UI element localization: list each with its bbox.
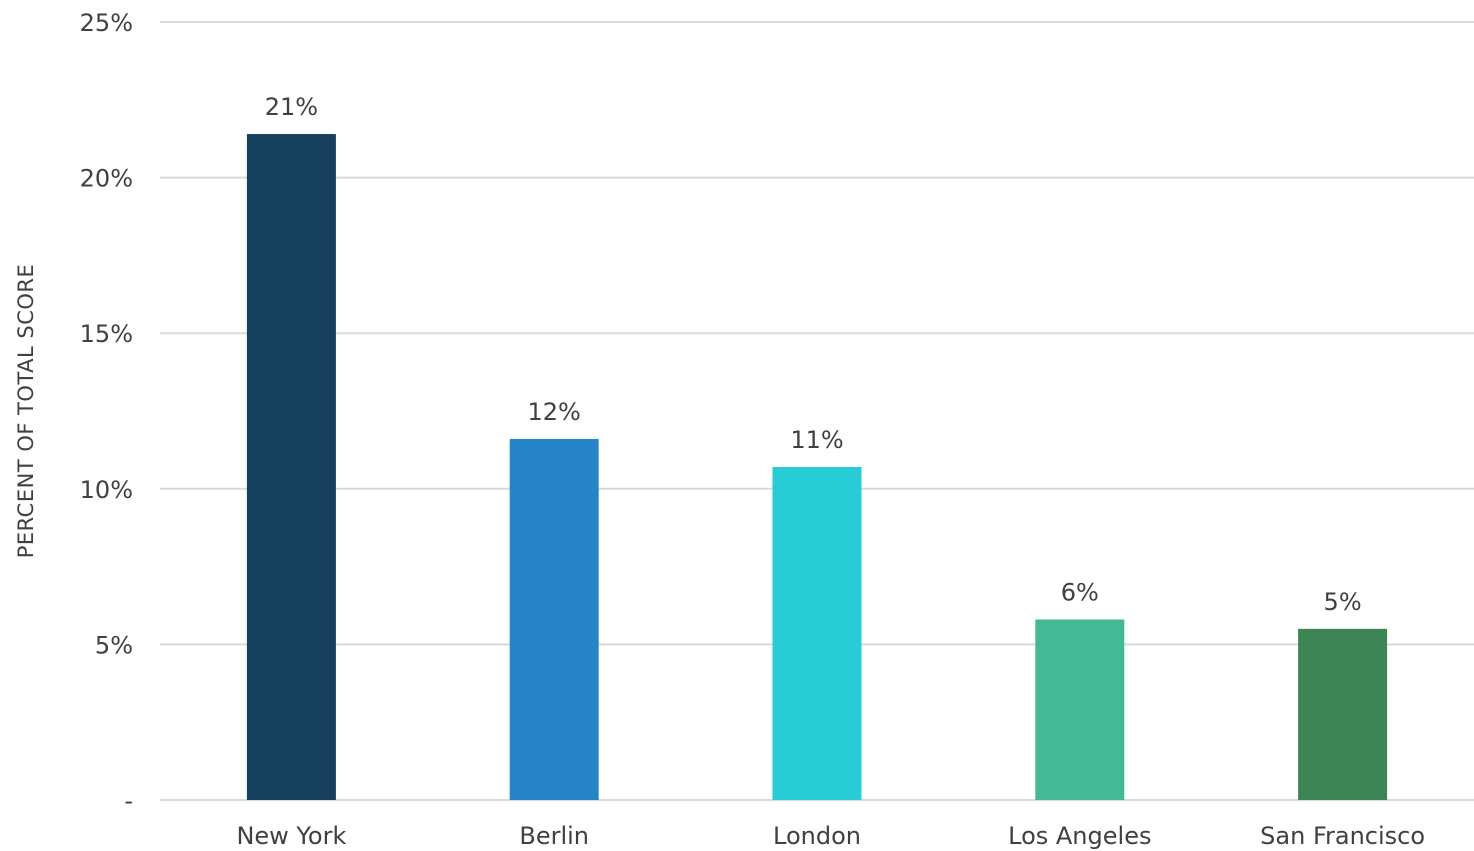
- y-axis-title: PERCENT OF TOTAL SCORE: [14, 264, 38, 559]
- x-axis-category-labels: New York Berlin London Los Angeles San Franc…: [236, 822, 1425, 850]
- y-tick-label: 15%: [80, 320, 133, 348]
- bars: [246, 134, 1388, 801]
- data-label: 11%: [790, 426, 843, 454]
- bar: [1035, 619, 1125, 800]
- x-category-label: New York: [236, 822, 346, 850]
- bar: [509, 439, 599, 800]
- bar: [1298, 628, 1388, 800]
- y-tick-label: 10%: [80, 476, 133, 504]
- x-category-label: San Francisco: [1260, 822, 1425, 850]
- y-tick-label: 20%: [80, 165, 133, 193]
- data-label: 5%: [1324, 588, 1362, 616]
- y-tick-label: -: [124, 787, 133, 815]
- data-label: 12%: [528, 398, 581, 426]
- bar: [772, 467, 862, 800]
- bar: [246, 134, 336, 801]
- x-category-label: Los Angeles: [1008, 822, 1151, 850]
- x-category-label: Berlin: [519, 822, 589, 850]
- data-label: 6%: [1061, 579, 1099, 607]
- y-axis-tick-labels: - 5% 10% 15% 20% 25%: [80, 9, 133, 815]
- data-labels: 21% 12% 11% 6% 5%: [265, 93, 1362, 616]
- x-category-label: London: [773, 822, 861, 850]
- y-tick-label: 25%: [80, 9, 133, 37]
- y-tick-label: 5%: [95, 631, 133, 659]
- data-label: 21%: [265, 93, 318, 121]
